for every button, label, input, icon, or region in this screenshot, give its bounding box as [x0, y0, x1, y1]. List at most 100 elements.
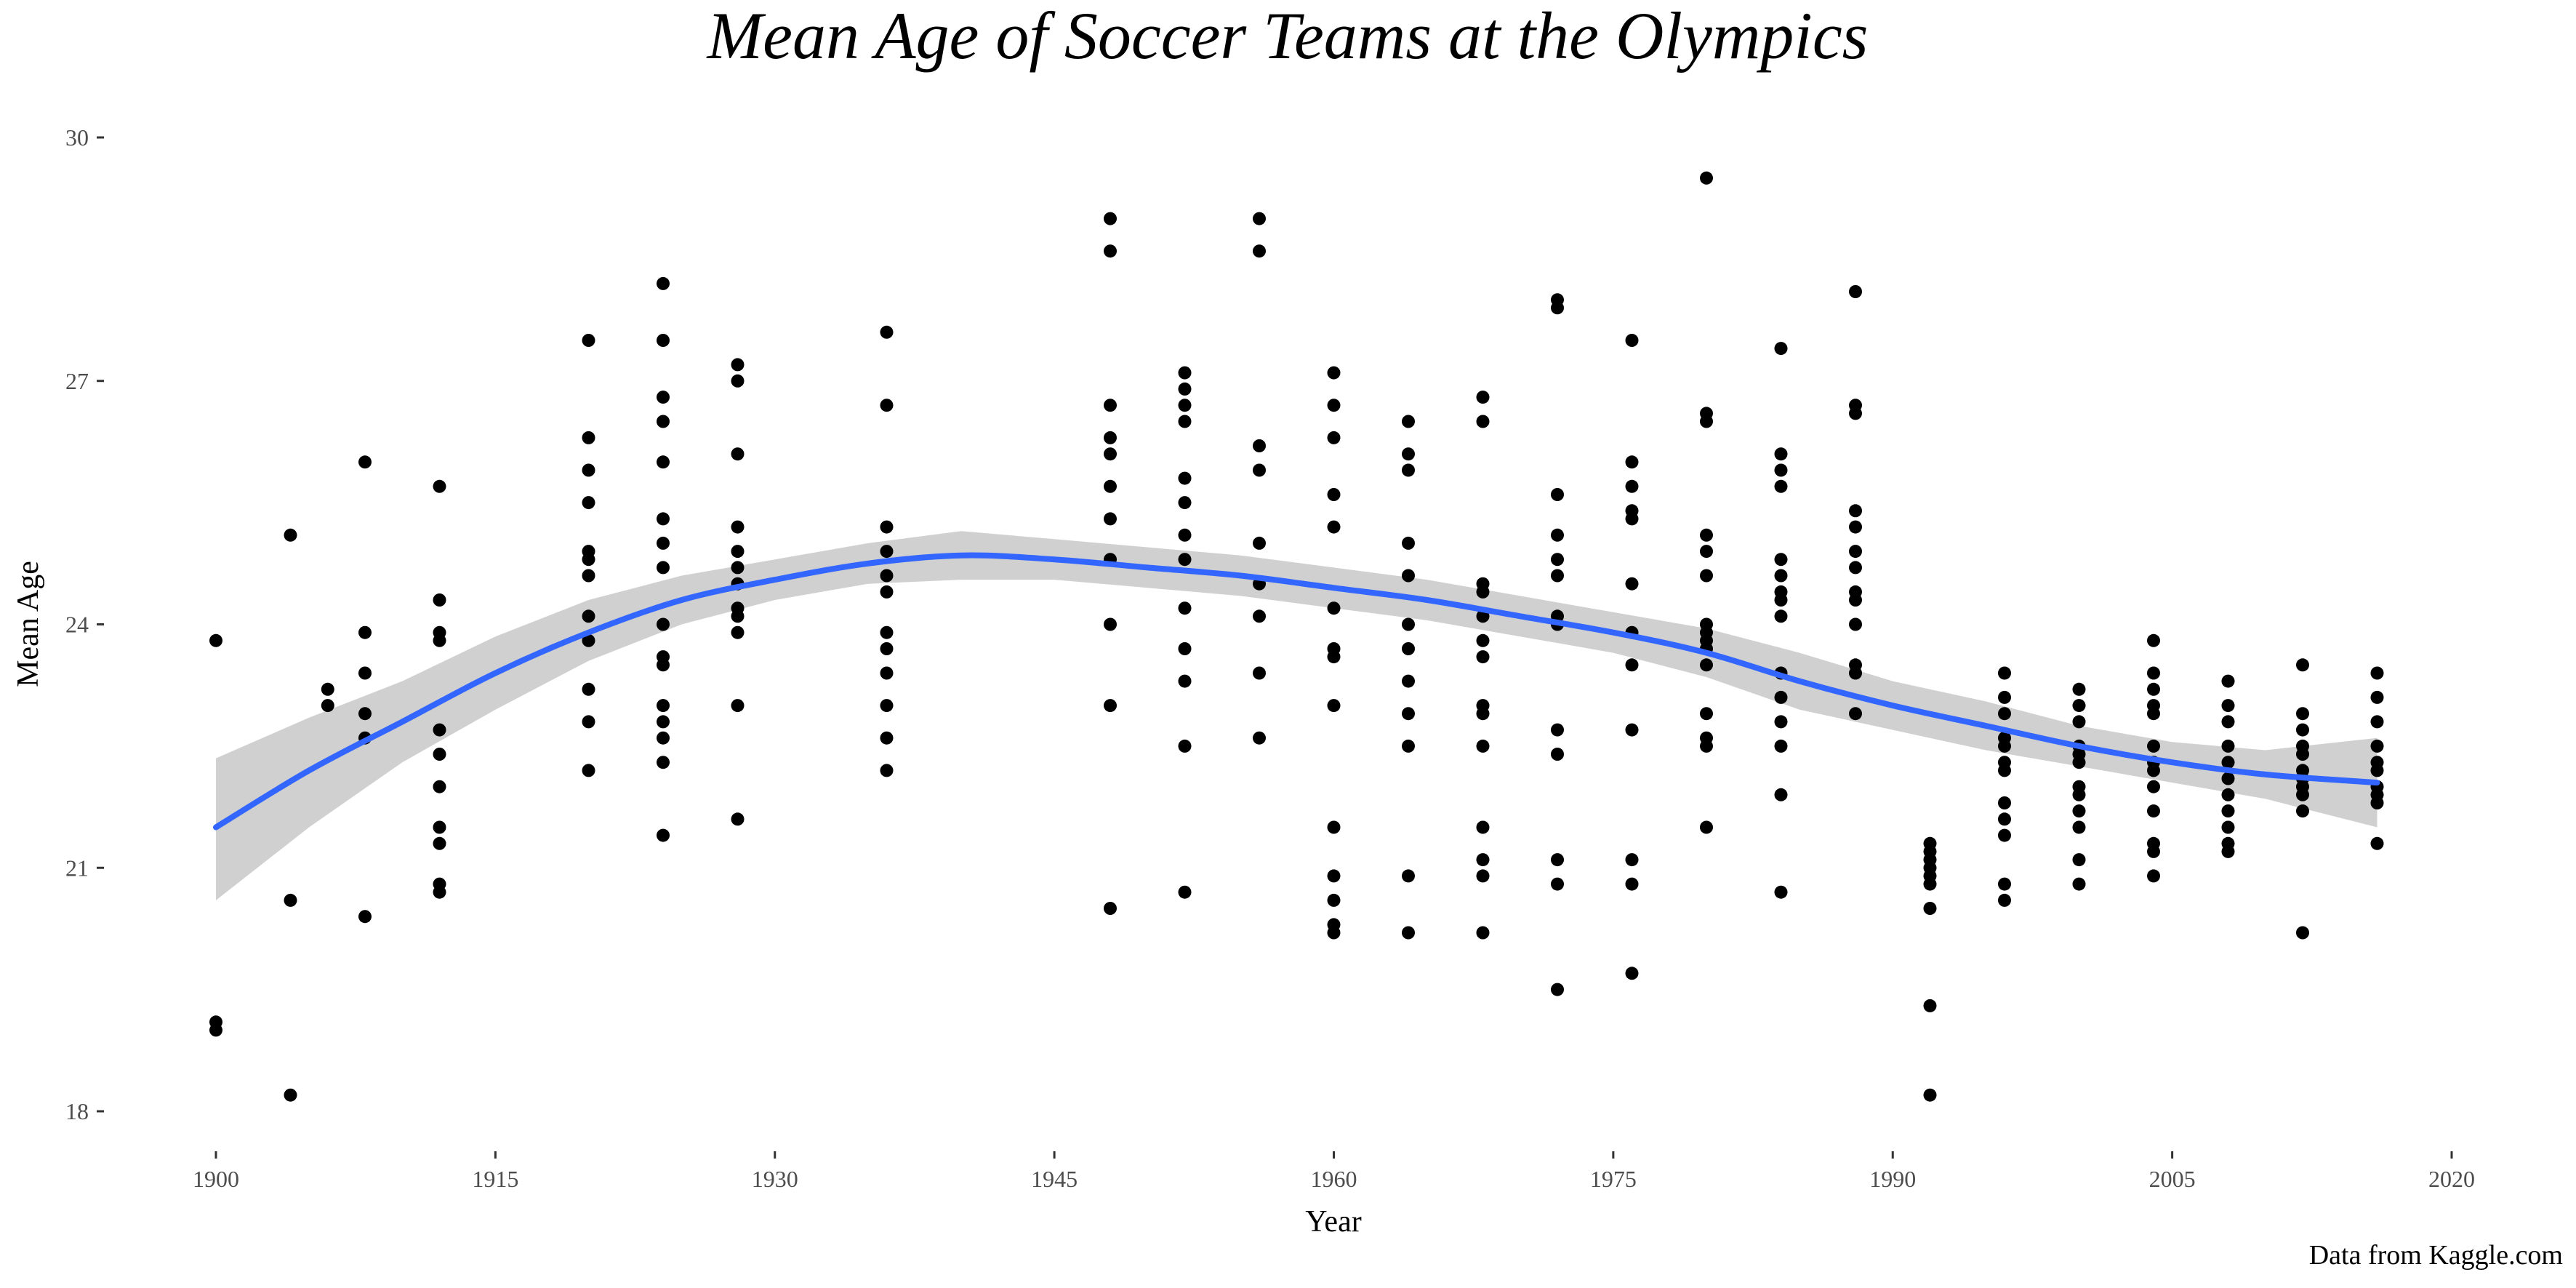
data-point: [2221, 715, 2235, 729]
data-point: [1625, 723, 1639, 737]
data-point: [1700, 820, 1713, 834]
x-tick-label: 1945: [1031, 1166, 1078, 1192]
data-point: [2072, 804, 2086, 818]
data-point: [1402, 869, 1415, 883]
data-point: [731, 545, 745, 559]
data-point: [1253, 609, 1266, 623]
data-point: [1923, 1088, 1937, 1102]
x-tick-label: 2005: [2149, 1166, 2196, 1192]
y-axis: 18 21 24 27 30: [65, 124, 104, 1124]
data-point: [657, 276, 670, 290]
data-point: [1551, 301, 1564, 315]
data-point: [1625, 455, 1639, 469]
data-point: [2221, 804, 2235, 818]
data-point: [1849, 285, 1862, 298]
data-point: [582, 764, 595, 777]
data-point: [358, 666, 372, 680]
data-point: [1625, 853, 1639, 867]
data-point: [433, 885, 446, 899]
data-point: [582, 715, 595, 729]
data-point: [1253, 731, 1266, 745]
data-point: [1625, 877, 1639, 891]
data-point: [2221, 772, 2235, 785]
data-point: [657, 715, 670, 729]
data-point: [1700, 171, 1713, 185]
x-tick-label: 1975: [1590, 1166, 1637, 1192]
data-point: [284, 893, 297, 907]
smooth-line: [213, 552, 2380, 831]
data-point: [1104, 244, 1117, 258]
data-point: [582, 496, 595, 510]
data-point: [2221, 674, 2235, 688]
data-point: [433, 820, 446, 834]
data-point: [657, 536, 670, 550]
data-point: [2221, 788, 2235, 801]
data-point: [1178, 674, 1192, 688]
data-point: [1700, 658, 1713, 672]
data-point: [1327, 699, 1341, 713]
data-point: [1104, 512, 1117, 526]
data-point: [1476, 633, 1490, 647]
data-point: [358, 707, 372, 721]
data-point: [2221, 699, 2235, 713]
data-point: [1178, 399, 1192, 412]
chart-title: Mean Age of Soccer Teams at the Olympics: [706, 0, 1869, 73]
data-point: [2147, 707, 2160, 721]
data-point: [1253, 536, 1266, 550]
y-axis-title: Mean Age: [12, 561, 45, 687]
data-point: [284, 1088, 297, 1102]
data-point: [1849, 545, 1862, 559]
data-point: [433, 633, 446, 647]
data-point: [358, 910, 372, 924]
data-point: [2296, 804, 2309, 818]
data-point: [2072, 682, 2086, 696]
data-point: [657, 699, 670, 713]
data-point: [1402, 415, 1415, 428]
data-point: [582, 431, 595, 444]
data-point: [2370, 715, 2384, 729]
data-point: [1402, 536, 1415, 550]
data-point: [731, 699, 745, 713]
data-point: [1551, 748, 1564, 761]
data-point: [1476, 739, 1490, 753]
data-point: [1476, 415, 1490, 428]
data-point: [1476, 926, 1490, 940]
data-point: [1178, 553, 1192, 567]
x-tick-label: 1990: [1869, 1166, 1916, 1192]
data-point: [1253, 666, 1266, 680]
data-point: [1998, 764, 2011, 777]
data-point: [1402, 463, 1415, 477]
data-point: [1327, 601, 1341, 615]
data-point: [1104, 699, 1117, 713]
data-point: [880, 666, 894, 680]
data-point: [657, 455, 670, 469]
data-point: [1998, 690, 2011, 704]
data-point: [1402, 707, 1415, 721]
data-point: [1476, 585, 1490, 599]
data-point: [880, 520, 894, 534]
data-point: [1700, 545, 1713, 559]
data-point: [1253, 212, 1266, 225]
data-point: [1849, 520, 1862, 534]
data-point: [1923, 902, 1937, 915]
data-point: [1178, 739, 1192, 753]
data-point: [1327, 820, 1341, 834]
data-point: [1551, 723, 1564, 737]
data-point: [433, 479, 446, 493]
data-point: [1327, 650, 1341, 664]
data-point: [731, 625, 745, 639]
data-point: [1402, 617, 1415, 631]
data-point: [1104, 447, 1117, 461]
data-point: [1849, 617, 1862, 631]
data-point: [1327, 893, 1341, 907]
data-point: [2370, 764, 2384, 777]
data-point: [2147, 764, 2160, 777]
data-point: [880, 569, 894, 583]
data-point: [1551, 528, 1564, 542]
data-point: [1923, 877, 1937, 891]
data-point: [657, 617, 670, 631]
data-point: [1104, 902, 1117, 915]
data-point: [1774, 690, 1788, 704]
y-tick-label: 27: [65, 368, 89, 394]
